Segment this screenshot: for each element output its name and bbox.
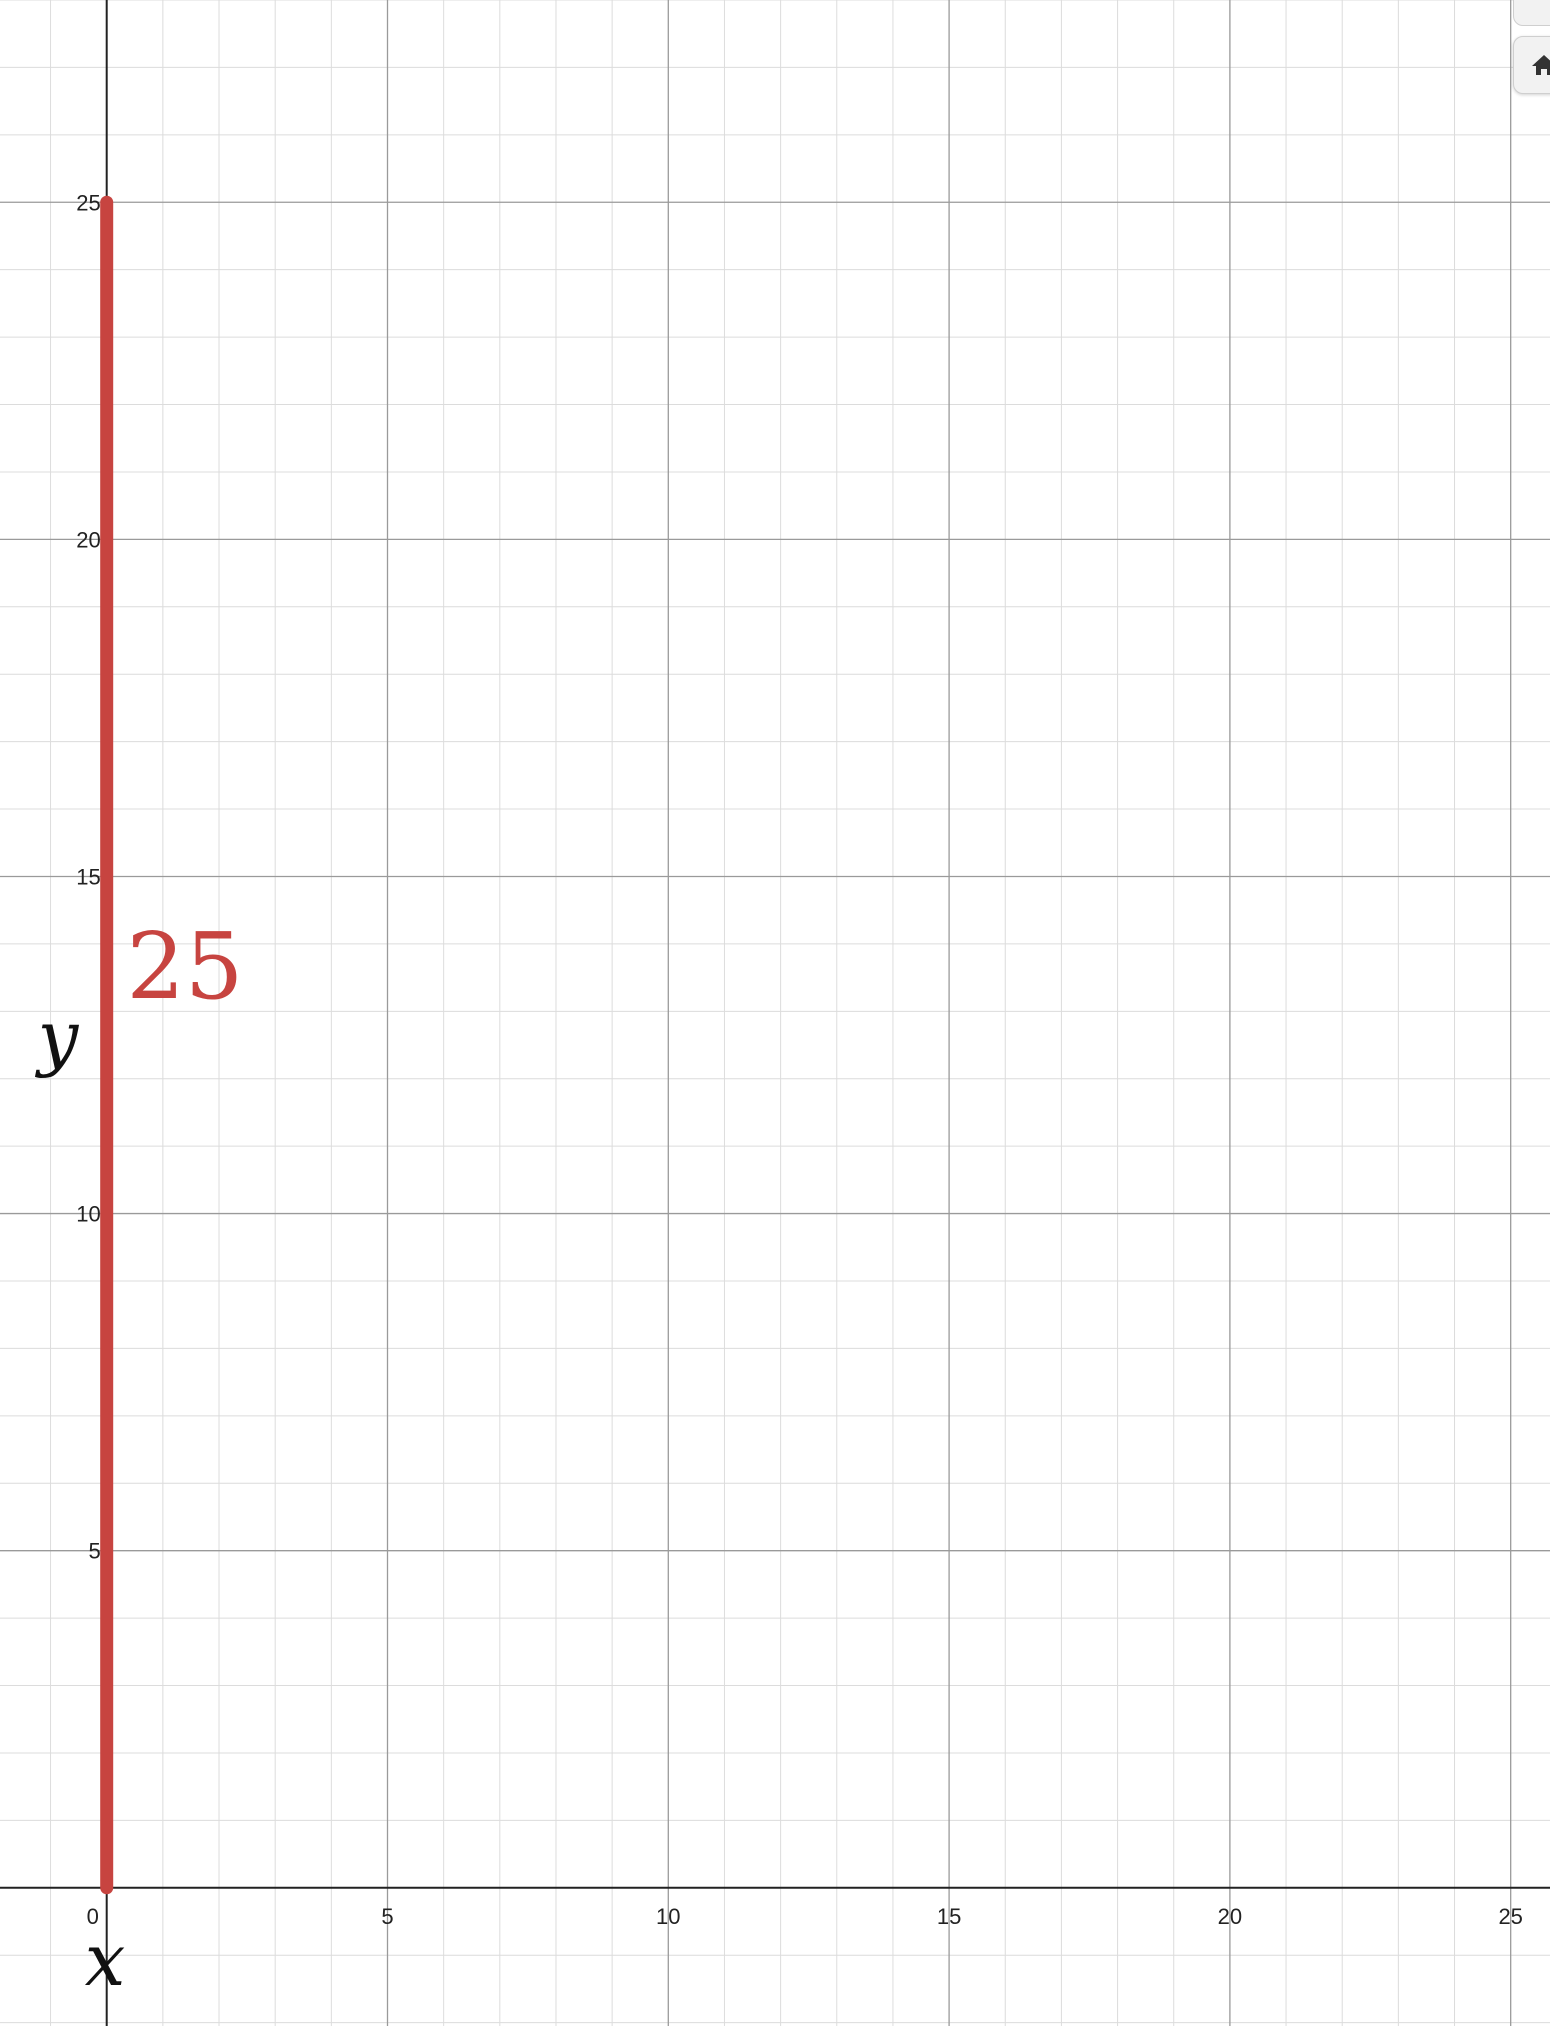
x-tick-labels: 0 5 10 15 20 25 <box>87 1904 1523 1929</box>
y-tick-label: 25 <box>76 190 100 215</box>
x-tick-label: 15 <box>937 1904 961 1929</box>
y-tick-label: 10 <box>76 1202 100 1227</box>
x-tick-label: 0 <box>87 1904 99 1929</box>
home-icon <box>1532 55 1550 75</box>
segment-length-label: 25 <box>126 913 243 1020</box>
zoom-button-edge[interactable] <box>1513 0 1550 26</box>
annotations: 25 <box>126 913 243 1020</box>
y-axis-label: y <box>35 995 80 1079</box>
x-tick-label: 5 <box>381 1904 393 1929</box>
y-tick-label: 15 <box>76 864 100 889</box>
x-tick-label: 10 <box>656 1904 680 1929</box>
x-tick-label: 25 <box>1498 1904 1522 1929</box>
y-tick-labels: 5 10 15 20 25 <box>76 190 100 1563</box>
y-tick-label: 5 <box>88 1539 100 1564</box>
x-axis-label: x <box>85 1918 126 2002</box>
home-button[interactable] <box>1513 36 1550 94</box>
y-tick-label: 20 <box>76 527 100 552</box>
x-tick-label: 20 <box>1218 1904 1242 1929</box>
